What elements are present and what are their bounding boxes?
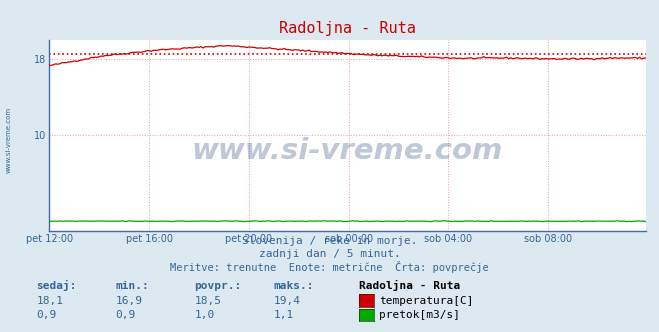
Text: 1,0: 1,0 (194, 310, 215, 320)
Text: 0,9: 0,9 (115, 310, 136, 320)
Text: Radoljna - Ruta: Radoljna - Ruta (359, 280, 461, 291)
Text: maks.:: maks.: (273, 281, 314, 291)
Text: 19,4: 19,4 (273, 296, 301, 306)
Text: zadnji dan / 5 minut.: zadnji dan / 5 minut. (258, 249, 401, 259)
Text: 18,5: 18,5 (194, 296, 221, 306)
Text: 18,1: 18,1 (36, 296, 63, 306)
Text: Meritve: trenutne  Enote: metrične  Črta: povprečje: Meritve: trenutne Enote: metrične Črta: … (170, 261, 489, 273)
Text: 0,9: 0,9 (36, 310, 57, 320)
Text: Slovenija / reke in morje.: Slovenija / reke in morje. (242, 236, 417, 246)
Text: temperatura[C]: temperatura[C] (379, 296, 473, 306)
Text: sedaj:: sedaj: (36, 280, 76, 291)
Title: Radoljna - Ruta: Radoljna - Ruta (279, 21, 416, 36)
Text: 1,1: 1,1 (273, 310, 294, 320)
Text: min.:: min.: (115, 281, 149, 291)
Text: povpr.:: povpr.: (194, 281, 242, 291)
Text: pretok[m3/s]: pretok[m3/s] (379, 310, 460, 320)
Text: 16,9: 16,9 (115, 296, 142, 306)
Text: www.si-vreme.com: www.si-vreme.com (192, 136, 503, 165)
Text: www.si-vreme.com: www.si-vreme.com (5, 106, 11, 173)
